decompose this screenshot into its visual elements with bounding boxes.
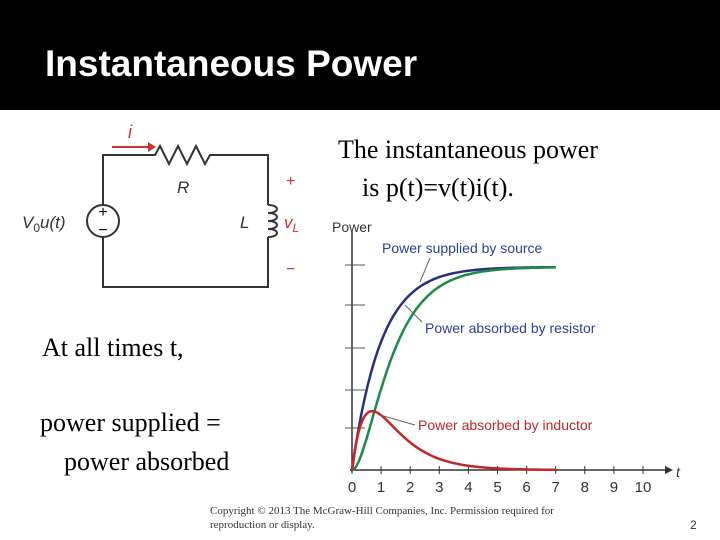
source-rest: u(t)	[40, 213, 66, 232]
source-sub: 0	[33, 221, 40, 235]
definition-line2: is p(t)=v(t)i(t).	[362, 173, 514, 202]
source-base: V	[22, 213, 35, 232]
pointer-line	[419, 257, 431, 283]
graph: Power t 0 1 2 3 4 5 6 7 8 9 10 Power supplied by so…	[332, 219, 681, 496]
source-label: V0u(t)	[22, 213, 66, 235]
x-tick-label: 4	[464, 479, 472, 496]
inductor-label: L	[240, 213, 249, 232]
title: Instantaneous Power	[45, 43, 417, 84]
y-axis-label: Power	[332, 219, 372, 235]
x-tick-label: 7	[552, 479, 560, 496]
curve-label: Power absorbed by inductor	[418, 417, 593, 433]
current-arrowhead	[148, 142, 156, 152]
current-label: i	[128, 122, 133, 142]
x-axis-label: t	[676, 464, 681, 480]
x-tick-label: 9	[610, 479, 618, 496]
resistor-label: R	[177, 178, 189, 197]
balance-line1: power supplied =	[40, 408, 221, 437]
voltage-plus: +	[286, 173, 295, 190]
times-text: At all times t,	[42, 333, 184, 362]
x-tick-label: 6	[522, 479, 530, 496]
voltage-base: v	[284, 213, 294, 232]
copyright-line2: reproduction or display.	[210, 519, 315, 531]
x-tick-label: 10	[635, 479, 652, 496]
voltage-sub: L	[293, 221, 300, 235]
x-tick-label: 3	[435, 479, 443, 496]
source-circle	[86, 204, 120, 238]
wire	[102, 237, 269, 288]
x-tick-label: 8	[581, 479, 589, 496]
voltage-label: vL	[284, 213, 299, 235]
x-arrowhead	[665, 466, 673, 474]
header-bar	[0, 0, 720, 110]
copyright-line1: Copyright © 2013 The McGraw-Hill Compani…	[210, 505, 554, 517]
voltage-minus: −	[286, 261, 295, 278]
x-tick-label: 2	[406, 479, 414, 496]
source-plus: +	[98, 204, 107, 221]
inductor-coil	[267, 204, 278, 238]
curve	[350, 409, 556, 472]
pointer-line	[404, 304, 423, 323]
balance-line2: power absorbed	[64, 447, 229, 476]
curve-label: Power absorbed by resistor	[425, 320, 596, 336]
x-tick-label: 1	[377, 479, 385, 496]
curve	[351, 266, 556, 472]
pointer-line	[379, 414, 416, 426]
wire	[102, 143, 269, 205]
page-number: 2	[690, 518, 697, 532]
curve-label: Power supplied by source	[382, 240, 543, 256]
source-minus: −	[98, 222, 107, 239]
circuit	[86, 143, 278, 288]
x-tick-label: 0	[348, 479, 356, 496]
x-tick-label: 5	[493, 479, 501, 496]
definition-line1: The instantaneous power	[338, 135, 598, 164]
